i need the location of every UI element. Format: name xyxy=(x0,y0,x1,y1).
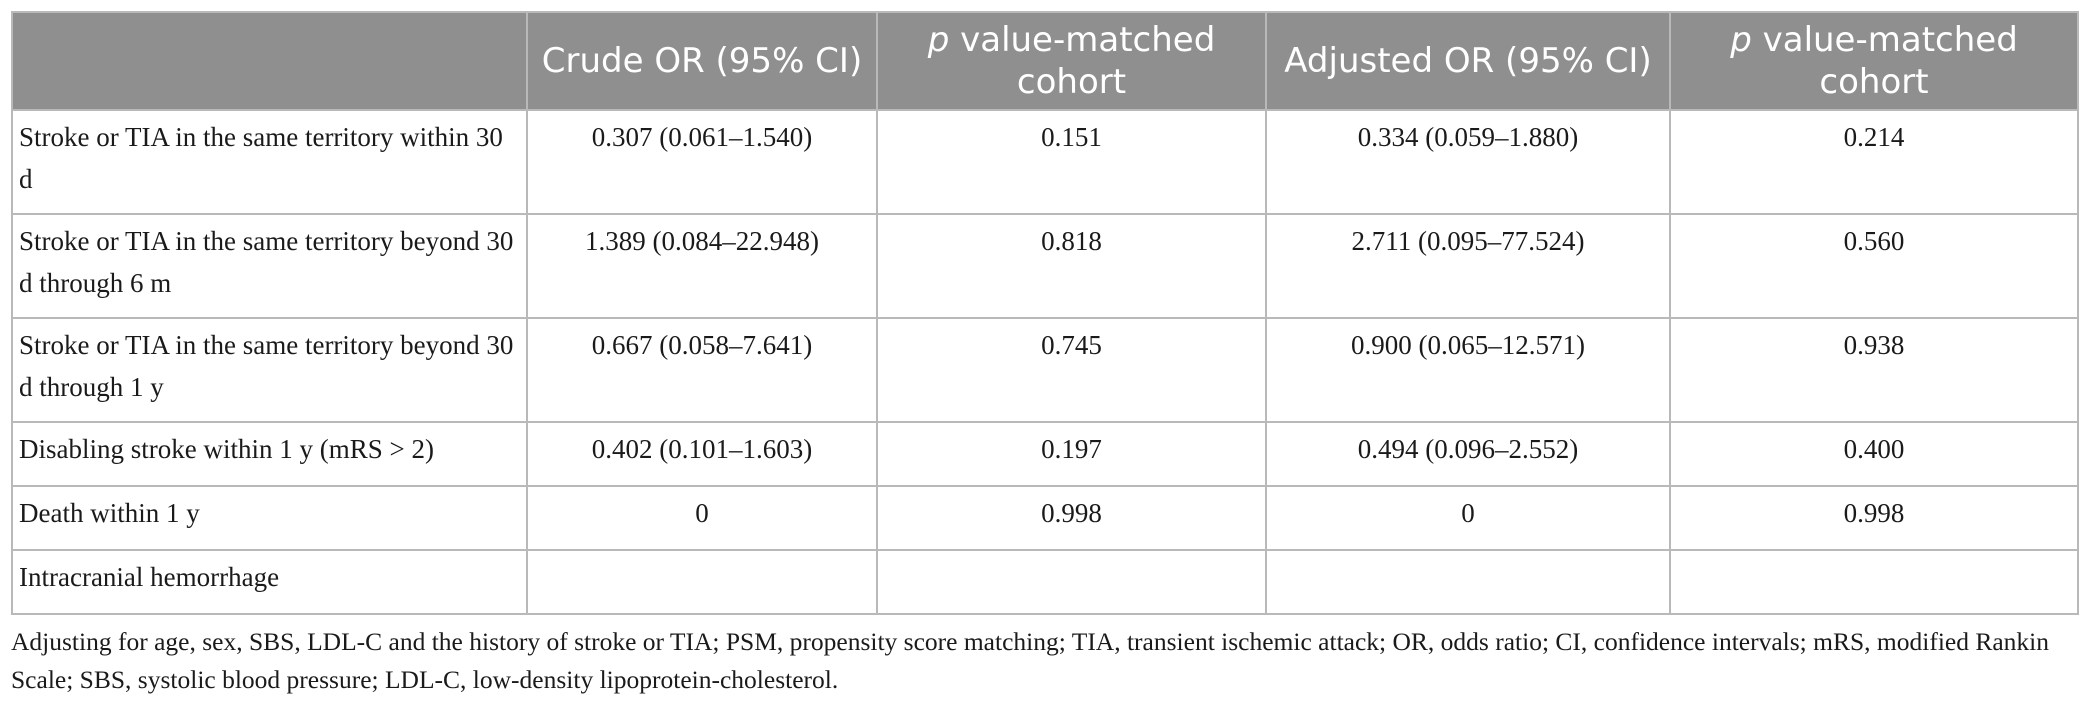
header-p-italic: p xyxy=(1730,20,1752,60)
table-header: Crude OR (95% CI) p value-matched cohort… xyxy=(11,11,2079,111)
crude-p-value-cell: 0.998 xyxy=(876,485,1267,551)
crude-or-cell: 0 xyxy=(526,485,878,551)
table-row: Death within 1 y 0 0.998 0 0.998 xyxy=(11,485,2079,551)
crude-or-cell: 0.402 (0.101–1.603) xyxy=(526,421,878,487)
adjusted-p-value-cell: 0.400 xyxy=(1669,421,2079,487)
adjusted-p-value-cell: 0.998 xyxy=(1669,485,2079,551)
table-row: Intracranial hemorrhage xyxy=(11,549,2079,615)
crude-p-value-cell: 0.745 xyxy=(876,317,1267,423)
outcome-label: Death within 1 y xyxy=(11,485,528,551)
adjusted-p-value-cell xyxy=(1669,549,2079,615)
crude-p-value-cell: 0.151 xyxy=(876,109,1267,215)
crude-p-value-cell xyxy=(876,549,1267,615)
crude-or-cell: 0.667 (0.058–7.641) xyxy=(526,317,878,423)
crude-or-cell: 0.307 (0.061–1.540) xyxy=(526,109,878,215)
adjusted-or-cell: 0.900 (0.065–12.571) xyxy=(1265,317,1671,423)
header-p-value-crude-label: value-matched cohort xyxy=(960,20,1216,102)
outcome-label: Stroke or TIA in the same territory beyo… xyxy=(11,317,528,423)
crude-p-value-cell: 0.818 xyxy=(876,213,1267,319)
table-row: Stroke or TIA in the same territory beyo… xyxy=(11,317,2079,423)
table-row: Stroke or TIA in the same territory beyo… xyxy=(11,213,2079,319)
results-table-container: Crude OR (95% CI) p value-matched cohort… xyxy=(11,11,2079,615)
adjusted-or-cell: 2.711 (0.095–77.524) xyxy=(1265,213,1671,319)
outcome-label: Intracranial hemorrhage xyxy=(11,549,528,615)
header-p-value-crude: p value-matched cohort xyxy=(876,11,1267,111)
adjusted-p-value-cell: 0.560 xyxy=(1669,213,2079,319)
adjusted-or-cell: 0.494 (0.096–2.552) xyxy=(1265,421,1671,487)
adjusted-p-value-cell: 0.214 xyxy=(1669,109,2079,215)
header-p-value-adjusted: p value-matched cohort xyxy=(1669,11,2079,111)
results-table: Crude OR (95% CI) p value-matched cohort… xyxy=(11,11,2079,615)
crude-or-cell xyxy=(526,549,878,615)
adjusted-or-cell: 0 xyxy=(1265,485,1671,551)
adjusted-or-cell xyxy=(1265,549,1671,615)
header-blank-cell xyxy=(11,11,528,111)
table-body: Stroke or TIA in the same territory with… xyxy=(11,109,2079,615)
header-p-value-adjusted-label: value-matched cohort xyxy=(1762,20,2018,102)
table-row: Disabling stroke within 1 y (mRS > 2) 0.… xyxy=(11,421,2079,487)
outcome-label: Stroke or TIA in the same territory beyo… xyxy=(11,213,528,319)
crude-or-cell: 1.389 (0.084–22.948) xyxy=(526,213,878,319)
header-p-italic: p xyxy=(927,20,950,60)
table-row: Stroke or TIA in the same territory with… xyxy=(11,109,2079,215)
outcome-label: Stroke or TIA in the same territory with… xyxy=(11,109,528,215)
header-row: Crude OR (95% CI) p value-matched cohort… xyxy=(11,11,2079,111)
table-footnote: Adjusting for age, sex, SBS, LDL-C and t… xyxy=(11,627,2050,694)
header-adjusted-or: Adjusted OR (95% CI) xyxy=(1265,11,1671,111)
adjusted-p-value-cell: 0.938 xyxy=(1669,317,2079,423)
adjusted-or-cell: 0.334 (0.059–1.880) xyxy=(1265,109,1671,215)
crude-p-value-cell: 0.197 xyxy=(876,421,1267,487)
outcome-label: Disabling stroke within 1 y (mRS > 2) xyxy=(11,421,528,487)
header-crude-or: Crude OR (95% CI) xyxy=(526,11,878,111)
